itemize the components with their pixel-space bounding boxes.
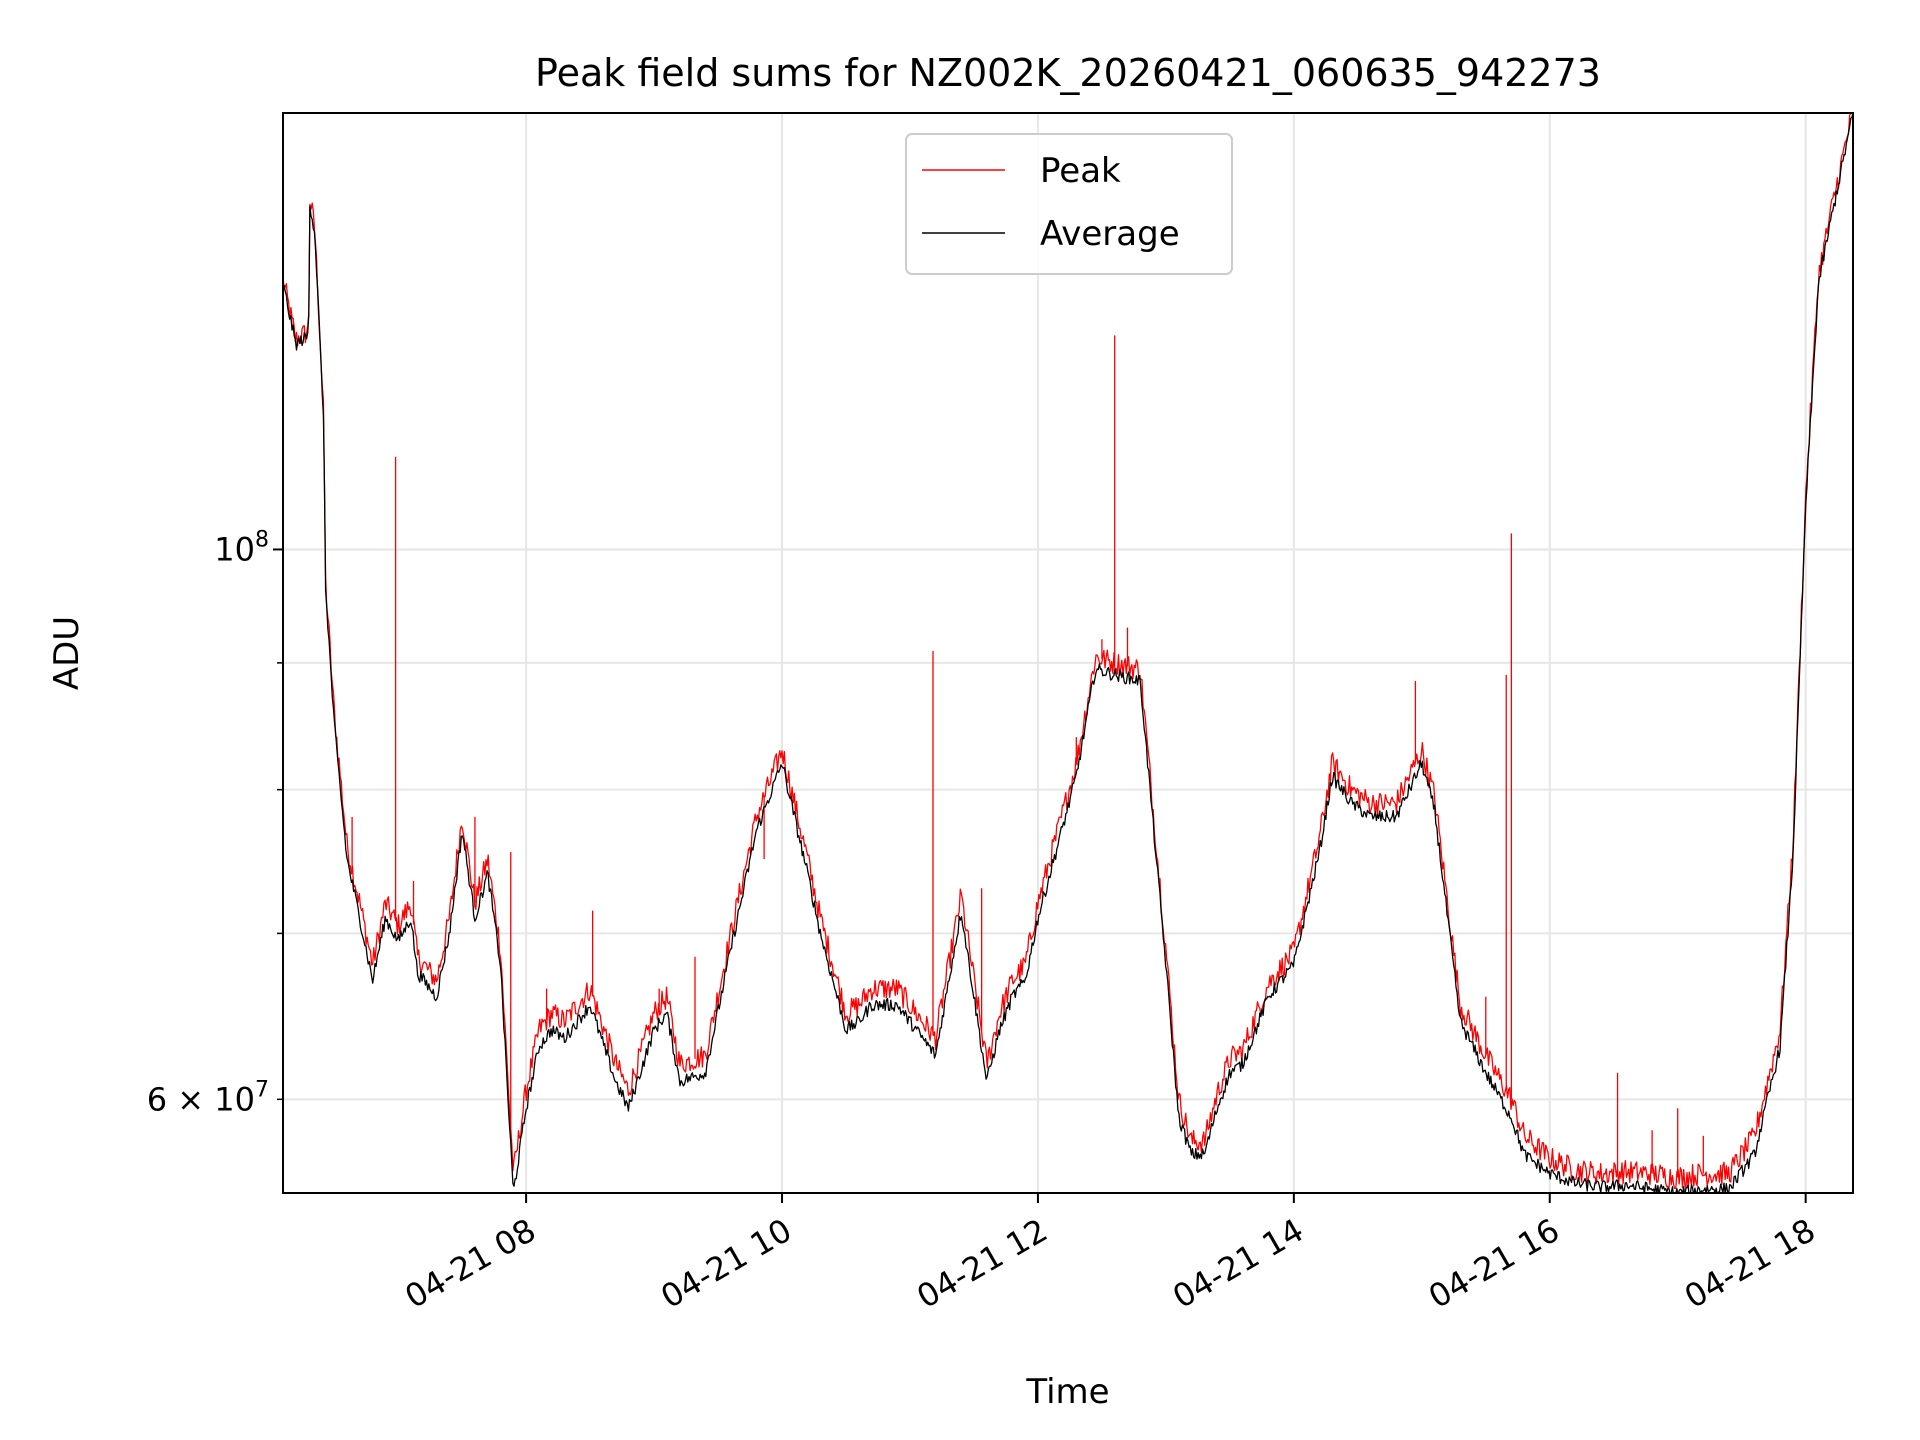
series-average-line [283,113,1853,1193]
y-tick-label: 108 [214,527,269,568]
legend-box [905,133,1233,275]
chart-title: Peak field sums for NZ002K_20260421_0606… [535,51,1601,95]
x-axis-label: Time [1025,1372,1109,1412]
series-layer [283,113,1853,1193]
legend-peak-label: Peak [1040,151,1121,191]
grid [283,113,1853,1193]
y-axis: 6 × 107 108 [147,527,283,1118]
y-axis-label: ADU [47,616,87,690]
plot-frame [282,112,1854,1194]
y-tick-label: 6 × 107 [147,1077,269,1118]
legend: Peak Average [905,133,1233,275]
series-group [283,113,1853,1193]
legend-average-label: Average [1040,214,1180,254]
